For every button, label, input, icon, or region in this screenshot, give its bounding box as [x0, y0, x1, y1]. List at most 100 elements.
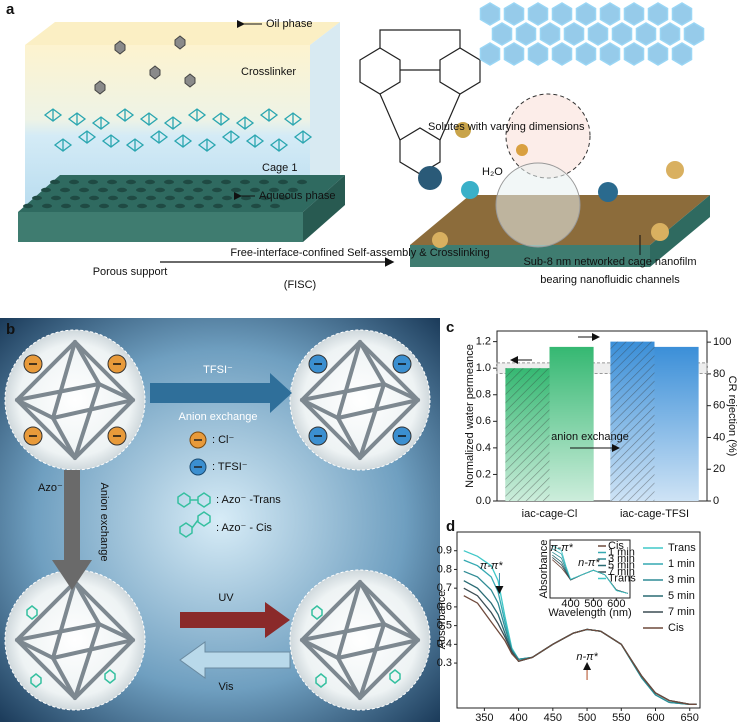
cage-edge [15, 398, 77, 460]
label: bearing nanofluidic channels [540, 274, 680, 286]
pore [146, 195, 156, 201]
cage-icon [173, 134, 193, 148]
pore [175, 203, 185, 209]
series-line [552, 545, 628, 594]
hexagon [575, 2, 597, 26]
nanofilm-honeycomb [479, 2, 705, 66]
solute [432, 232, 448, 248]
pore [51, 195, 61, 201]
pore [279, 195, 289, 201]
cage-edge [73, 340, 135, 402]
cage-icon [187, 108, 207, 122]
crosslinker-icon [94, 80, 106, 95]
plot-frame [496, 330, 708, 502]
cage-edge [358, 382, 386, 460]
block-top [25, 22, 340, 45]
cage-edge [51, 656, 77, 700]
charts: 0.0 0.2 0.4 0.6 0.8 1.0 1.2 0 20 40 60 80 100 iac-cag… [436, 319, 738, 724]
cage-edge [51, 580, 77, 660]
x-tick-label: 350 [475, 712, 493, 724]
legend-label: 7 min [668, 606, 695, 618]
cage-edge [51, 398, 135, 420]
legend-label: 1 min [668, 558, 695, 570]
x-tick-label: 500 [578, 712, 596, 724]
pore [137, 203, 147, 209]
pore [278, 179, 288, 185]
cage-edge [300, 398, 362, 460]
legend-label: 3 min [608, 553, 635, 565]
y2-axis-label: CR rejection (%) [726, 376, 738, 457]
azo-icon [26, 605, 38, 620]
cage-edge [73, 622, 101, 700]
cage-edge [73, 580, 101, 626]
cage-edge [336, 398, 420, 420]
y-tick-label: 0.2 [476, 468, 491, 480]
pore [174, 187, 184, 193]
y2-tick-label: 20 [713, 463, 725, 475]
pore [156, 203, 166, 209]
cage-edge [358, 340, 386, 386]
hexagon [647, 2, 669, 26]
crosslinker-icon [149, 65, 161, 80]
legend-text: : Azo⁻ - Cis [216, 522, 272, 534]
x-tick-label: 400 [561, 598, 579, 610]
panel-a: a Oil phase Crosslinker Aqueous phase Po… [6, 1, 710, 291]
pore [61, 203, 71, 209]
cage-icon [283, 112, 303, 126]
label: Aqueous phase [259, 190, 335, 202]
pore [297, 179, 307, 185]
pore [88, 179, 98, 185]
cage-icon [115, 108, 135, 122]
hexagon [659, 22, 681, 46]
hexagon [671, 42, 693, 66]
annotation: π-π* [550, 542, 573, 554]
cage-edge [97, 622, 135, 642]
cage-edge [73, 638, 135, 700]
solute [461, 181, 479, 199]
cage-icon [221, 130, 241, 144]
hexagon [647, 42, 669, 66]
label: Oil phase [266, 18, 312, 30]
x-tick-label: iac-cage-TFSI [620, 508, 689, 520]
pore [222, 195, 232, 201]
legend-text: : Azo⁻ -Trans [216, 494, 281, 506]
pore [79, 187, 89, 193]
azo-icon [315, 673, 327, 688]
vis-arrow [179, 641, 291, 679]
label: H₂O [482, 166, 503, 178]
cage-edge [336, 638, 420, 660]
cage-edge [15, 638, 77, 700]
azo-cis-icon [179, 511, 211, 538]
exchange-arrow [52, 470, 92, 590]
hexagon [563, 22, 585, 46]
crosslinker-icon [174, 35, 186, 50]
pore [213, 203, 223, 209]
cage-icon [91, 116, 111, 130]
pore [118, 203, 128, 209]
y-axis-label: Absorbance [436, 591, 448, 650]
cage-1-structure [359, 29, 481, 175]
hexagon [527, 42, 549, 66]
solute [666, 161, 684, 179]
y-tick-label: 0.7 [437, 582, 452, 594]
cage-edge [15, 622, 101, 642]
x-tick-label: 650 [681, 712, 699, 724]
legend-label: 5 min [608, 559, 635, 571]
annotation: anion exchange [551, 431, 629, 443]
pore [203, 195, 213, 201]
cage-edge [358, 638, 420, 700]
panel-label: c [446, 319, 454, 336]
cage-edge [382, 622, 420, 642]
block-side [310, 22, 340, 210]
pore [136, 187, 146, 193]
cage-edge [358, 580, 386, 626]
pore [184, 195, 194, 201]
cage-edge [300, 340, 362, 402]
hexagon [539, 22, 561, 46]
cage-edge [336, 580, 362, 660]
label: UV [218, 592, 234, 604]
pore [259, 179, 269, 185]
y-tick-label: 0.3 [437, 657, 452, 669]
pore [240, 179, 250, 185]
bar-shade [549, 346, 594, 501]
